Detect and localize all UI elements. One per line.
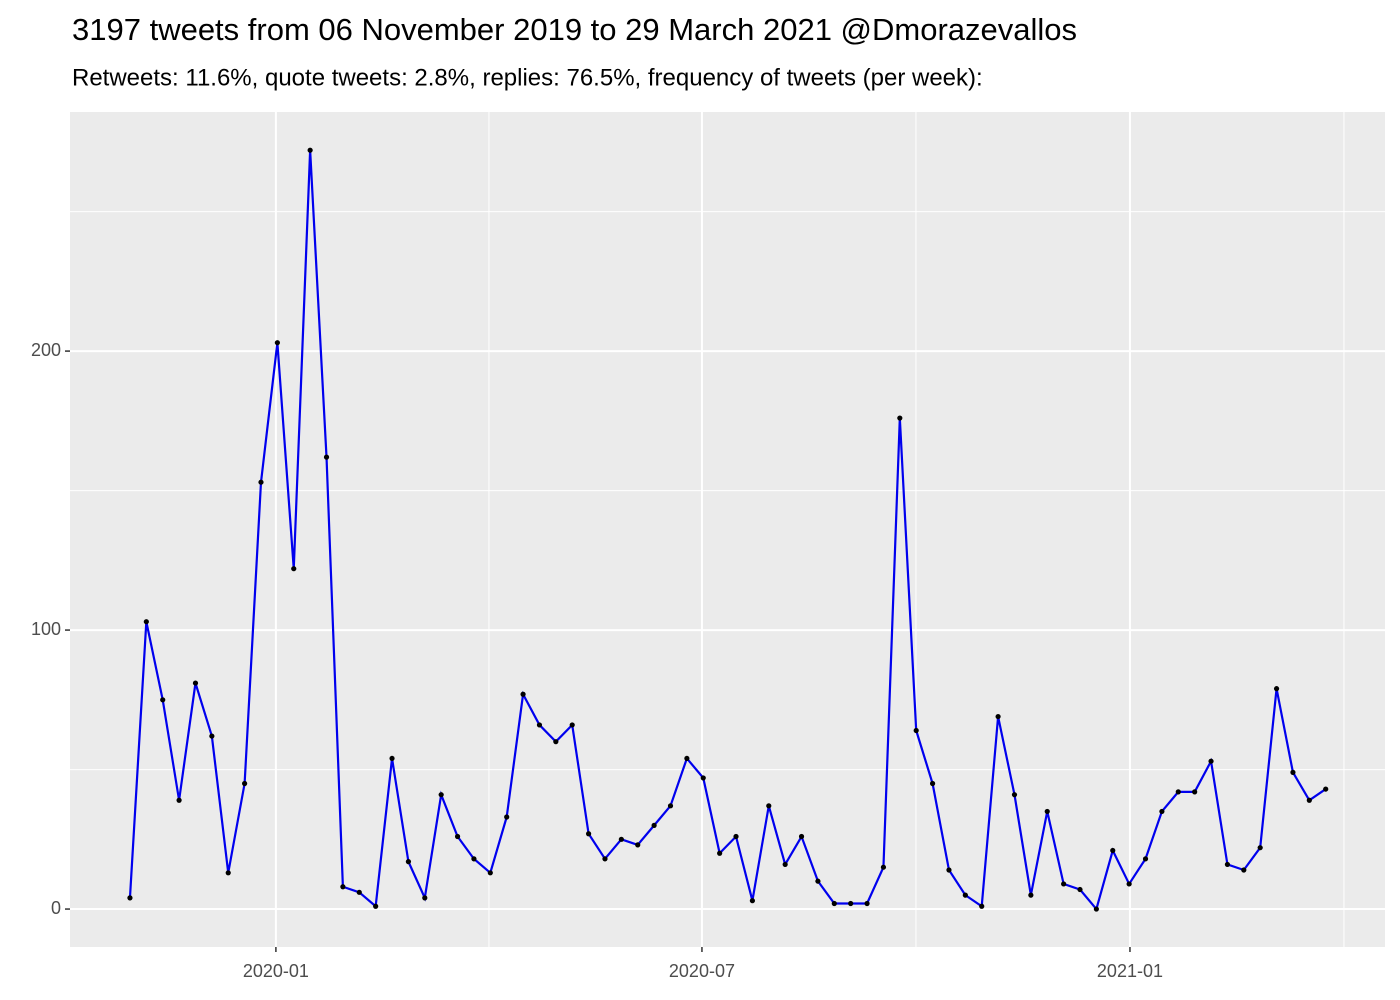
point bbox=[1257, 845, 1263, 851]
point bbox=[225, 870, 231, 876]
point bbox=[553, 739, 559, 745]
point bbox=[1192, 789, 1198, 795]
point bbox=[667, 803, 674, 809]
point bbox=[1306, 797, 1312, 803]
point bbox=[487, 870, 493, 876]
chart-title: 3197 tweets from 06 November 2019 to 29 … bbox=[72, 12, 1077, 47]
y-tick-label: 100 bbox=[31, 619, 61, 639]
point bbox=[848, 900, 854, 907]
point bbox=[454, 833, 461, 840]
point bbox=[471, 856, 477, 862]
point bbox=[979, 903, 985, 909]
point bbox=[880, 864, 887, 870]
point bbox=[1159, 808, 1165, 815]
point bbox=[291, 566, 297, 572]
point bbox=[373, 903, 379, 909]
point bbox=[897, 415, 903, 421]
point bbox=[1224, 861, 1231, 868]
x-tick-label: 2020-07 bbox=[669, 961, 735, 981]
point bbox=[700, 775, 706, 781]
point bbox=[1208, 758, 1214, 764]
point bbox=[160, 697, 166, 703]
point bbox=[798, 833, 805, 840]
point bbox=[389, 755, 395, 762]
point bbox=[684, 755, 690, 762]
point bbox=[356, 889, 362, 895]
x-tick-label: 2021-01 bbox=[1097, 961, 1163, 981]
point bbox=[1093, 906, 1099, 912]
point bbox=[143, 619, 149, 625]
point bbox=[782, 861, 788, 868]
point bbox=[1011, 792, 1018, 798]
point bbox=[1273, 686, 1280, 692]
point bbox=[831, 900, 837, 907]
point bbox=[569, 722, 575, 728]
point bbox=[192, 680, 199, 686]
point bbox=[1110, 847, 1116, 854]
point bbox=[307, 147, 313, 153]
point bbox=[438, 792, 444, 798]
point bbox=[995, 713, 1001, 720]
point bbox=[635, 842, 641, 848]
point bbox=[864, 900, 870, 907]
point bbox=[323, 454, 330, 460]
point bbox=[176, 797, 182, 803]
chart-subtitle: Retweets: 11.6%, quote tweets: 2.8%, rep… bbox=[72, 64, 983, 91]
point bbox=[1142, 856, 1149, 862]
point bbox=[340, 884, 346, 890]
line bbox=[128, 150, 1327, 912]
point bbox=[520, 691, 526, 697]
point bbox=[405, 859, 412, 865]
point bbox=[1323, 786, 1329, 792]
point bbox=[1077, 886, 1083, 893]
point bbox=[1175, 789, 1181, 795]
point bbox=[913, 727, 919, 734]
point bbox=[1126, 881, 1132, 887]
point bbox=[929, 780, 936, 787]
point bbox=[209, 733, 215, 739]
x-tick-label: 2020-01 bbox=[243, 961, 309, 981]
point bbox=[1241, 867, 1247, 873]
point bbox=[1028, 892, 1034, 898]
point bbox=[258, 479, 264, 485]
y-tick-label: 0 bbox=[51, 898, 61, 918]
point bbox=[815, 878, 821, 884]
point bbox=[1290, 769, 1296, 775]
point bbox=[602, 856, 608, 862]
point bbox=[618, 836, 624, 842]
panel bbox=[70, 112, 1385, 947]
point bbox=[651, 822, 657, 828]
y-tick-label: 200 bbox=[31, 340, 61, 360]
point bbox=[504, 814, 510, 820]
point bbox=[1061, 881, 1067, 887]
point bbox=[946, 867, 952, 873]
point bbox=[585, 831, 592, 837]
point bbox=[242, 780, 248, 787]
point bbox=[733, 833, 739, 840]
point bbox=[749, 898, 755, 904]
point bbox=[274, 340, 280, 346]
point bbox=[127, 895, 133, 901]
point bbox=[422, 895, 428, 901]
point bbox=[766, 803, 772, 809]
point bbox=[717, 850, 723, 856]
point bbox=[962, 892, 968, 898]
point bbox=[536, 722, 543, 728]
point bbox=[1044, 808, 1050, 815]
